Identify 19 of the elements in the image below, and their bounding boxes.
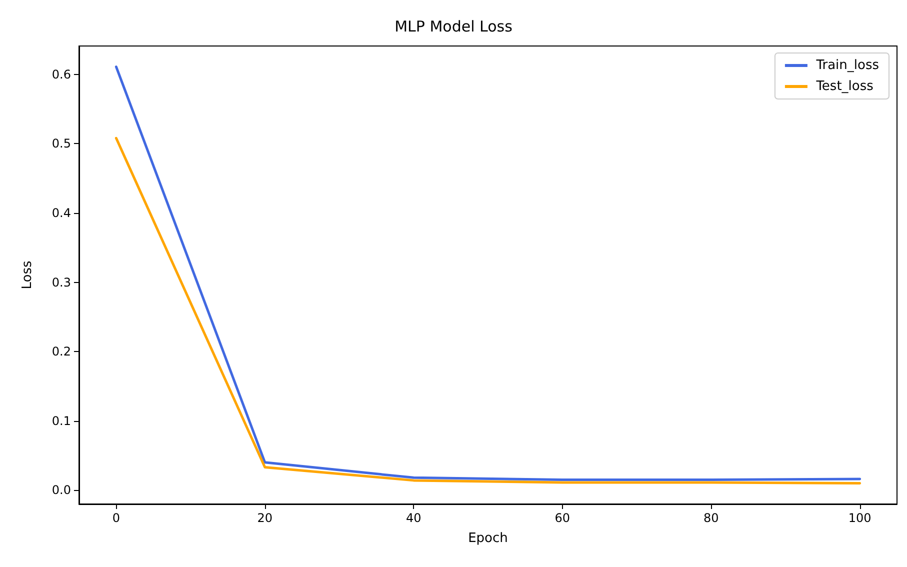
x-tick-label: 60 <box>554 511 570 525</box>
x-tick-label: 100 <box>848 511 872 525</box>
y-tick-label: 0.6 <box>52 67 71 82</box>
chart-title: MLP Model Loss <box>394 18 513 36</box>
y-axis-title: Loss <box>20 260 35 290</box>
y-tick-label: 0.1 <box>52 414 71 428</box>
y-tick-label: 0.4 <box>52 206 71 220</box>
line-series <box>114 136 862 484</box>
y-tick-label: 0.2 <box>52 344 71 359</box>
y-tick-label: 0.0 <box>52 483 71 498</box>
x-tick-label: 80 <box>703 511 719 525</box>
x-axis-title: Epoch <box>468 531 508 546</box>
x-tick-label: 40 <box>406 511 422 525</box>
y-tick-label: 0.5 <box>52 136 71 151</box>
legend-label: Test_loss <box>815 79 874 94</box>
x-tick-label: 0 <box>112 511 120 525</box>
y-tick-label: 0.3 <box>52 275 71 290</box>
legend-label: Train_loss <box>815 58 880 73</box>
x-tick-label: 20 <box>257 511 273 525</box>
